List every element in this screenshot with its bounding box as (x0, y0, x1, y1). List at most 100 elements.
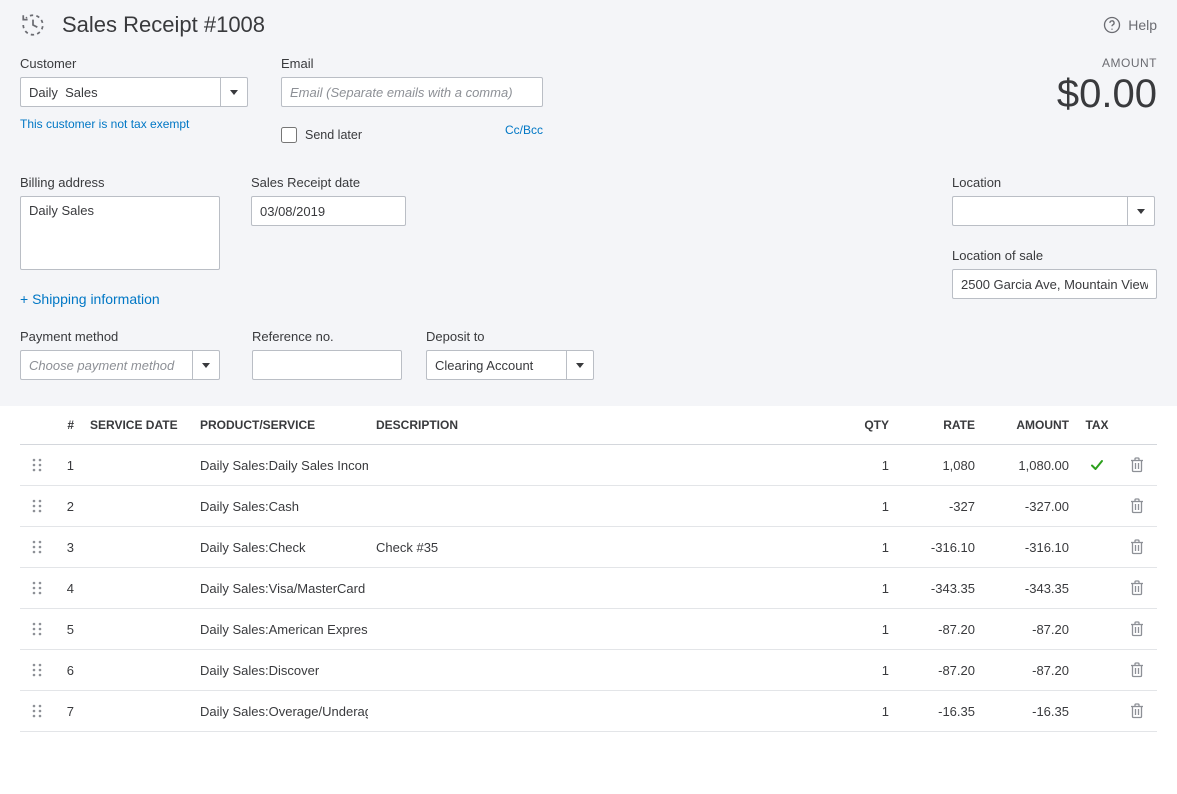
qty-cell[interactable]: 1 (827, 609, 897, 650)
deposit-to-select[interactable] (426, 350, 566, 380)
rate-cell[interactable]: -343.35 (897, 568, 983, 609)
row-number: 2 (54, 486, 82, 527)
shipping-info-link[interactable]: + Shipping information (20, 291, 160, 307)
table-row[interactable]: 3Daily Sales:CheckCheck #351-316.10-316.… (20, 527, 1157, 568)
deposit-to-caret[interactable] (566, 350, 594, 380)
description-cell[interactable]: Check #35 (368, 527, 827, 568)
product-cell[interactable]: Daily Sales:Visa/MasterCard (192, 568, 368, 609)
tax-cell[interactable] (1077, 691, 1117, 732)
qty-cell[interactable]: 1 (827, 650, 897, 691)
email-input[interactable] (281, 77, 543, 107)
amount-cell[interactable]: -87.20 (983, 609, 1077, 650)
description-cell[interactable] (368, 691, 827, 732)
delete-row-button[interactable] (1125, 621, 1149, 637)
drag-handle-icon[interactable] (28, 704, 46, 718)
send-later-checkbox[interactable] (281, 127, 297, 143)
receipt-date-input[interactable] (251, 196, 406, 226)
amount-label: AMOUNT (543, 56, 1157, 70)
service-date-cell[interactable] (82, 609, 192, 650)
row-number: 1 (54, 445, 82, 486)
table-row[interactable]: 4Daily Sales:Visa/MasterCard1-343.35-343… (20, 568, 1157, 609)
service-date-cell[interactable] (82, 445, 192, 486)
product-cell[interactable]: Daily Sales:Discover (192, 650, 368, 691)
delete-row-button[interactable] (1125, 457, 1149, 473)
description-cell[interactable] (368, 486, 827, 527)
service-date-cell[interactable] (82, 650, 192, 691)
chevron-down-icon (576, 363, 584, 368)
amount-cell[interactable]: -316.10 (983, 527, 1077, 568)
location-select[interactable] (952, 196, 1127, 226)
drag-handle-icon[interactable] (28, 622, 46, 636)
qty-cell[interactable]: 1 (827, 527, 897, 568)
rate-cell[interactable]: 1,080 (897, 445, 983, 486)
payment-method-select[interactable] (20, 350, 192, 380)
rate-cell[interactable]: -87.20 (897, 650, 983, 691)
amount-cell[interactable]: -343.35 (983, 568, 1077, 609)
delete-row-button[interactable] (1125, 703, 1149, 719)
row-number: 7 (54, 691, 82, 732)
chevron-down-icon (1137, 209, 1145, 214)
service-date-cell[interactable] (82, 691, 192, 732)
product-cell[interactable]: Daily Sales:Check (192, 527, 368, 568)
description-cell[interactable] (368, 568, 827, 609)
table-row[interactable]: 5Daily Sales:American Express1-87.20-87.… (20, 609, 1157, 650)
reference-no-input[interactable] (252, 350, 402, 380)
table-row[interactable]: 6Daily Sales:Discover1-87.20-87.20 (20, 650, 1157, 691)
amount-cell[interactable]: -87.20 (983, 650, 1077, 691)
delete-row-button[interactable] (1125, 498, 1149, 514)
table-row[interactable]: 1Daily Sales:Daily Sales Income11,0801,0… (20, 445, 1157, 486)
tax-cell[interactable] (1077, 445, 1117, 486)
tax-cell[interactable] (1077, 486, 1117, 527)
service-date-cell[interactable] (82, 527, 192, 568)
history-clock-icon[interactable] (20, 12, 46, 38)
ccbcc-link[interactable]: Cc/Bcc (505, 123, 543, 137)
qty-cell[interactable]: 1 (827, 445, 897, 486)
drag-handle-icon[interactable] (28, 581, 46, 595)
help-button[interactable]: Help (1102, 15, 1157, 35)
payment-method-caret[interactable] (192, 350, 220, 380)
customer-select-caret[interactable] (220, 77, 248, 107)
amount-cell[interactable]: -16.35 (983, 691, 1077, 732)
table-row[interactable]: 2 Daily Sales:Cash 1-327-327.00 (20, 486, 1157, 527)
table-row[interactable]: 7Daily Sales:Overage/Underage1-16.35-16.… (20, 691, 1157, 732)
delete-row-button[interactable] (1125, 539, 1149, 555)
tax-cell[interactable] (1077, 650, 1117, 691)
product-cell[interactable]: Daily Sales:American Express (192, 609, 368, 650)
rate-cell[interactable]: -16.35 (897, 691, 983, 732)
description-cell[interactable] (368, 650, 827, 691)
product-cell[interactable]: Daily Sales:Cash (192, 486, 368, 527)
check-icon (1085, 458, 1109, 472)
drag-handle-icon[interactable] (28, 540, 46, 554)
rate-cell[interactable]: -327 (897, 486, 983, 527)
service-date-cell[interactable] (82, 568, 192, 609)
location-of-sale-input[interactable] (952, 269, 1157, 299)
qty-cell[interactable]: 1 (827, 486, 897, 527)
qty-cell[interactable]: 1 (827, 568, 897, 609)
tax-cell[interactable] (1077, 568, 1117, 609)
service-date-cell[interactable] (82, 486, 192, 527)
drag-handle-icon[interactable] (28, 458, 46, 472)
tax-cell[interactable] (1077, 609, 1117, 650)
rate-cell[interactable]: -316.10 (897, 527, 983, 568)
product-cell[interactable]: Daily Sales:Overage/Underage (192, 691, 368, 732)
amount-cell[interactable]: -327.00 (983, 486, 1077, 527)
amount-value: $0.00 (543, 74, 1157, 114)
row-number: 5 (54, 609, 82, 650)
drag-handle-icon[interactable] (28, 499, 46, 513)
tax-cell[interactable] (1077, 527, 1117, 568)
qty-cell[interactable]: 1 (827, 691, 897, 732)
product-cell[interactable]: Daily Sales:Daily Sales Income (192, 445, 368, 486)
rate-cell[interactable]: -87.20 (897, 609, 983, 650)
location-select-caret[interactable] (1127, 196, 1155, 226)
delete-row-button[interactable] (1125, 580, 1149, 596)
delete-row-button[interactable] (1125, 662, 1149, 678)
email-label: Email (281, 56, 543, 71)
drag-handle-icon[interactable] (28, 663, 46, 677)
description-cell[interactable] (368, 445, 827, 486)
description-cell[interactable] (368, 609, 827, 650)
location-of-sale-label: Location of sale (952, 248, 1157, 263)
amount-cell[interactable]: 1,080.00 (983, 445, 1077, 486)
tax-exempt-link[interactable]: This customer is not tax exempt (20, 117, 189, 131)
customer-select[interactable] (20, 77, 220, 107)
billing-address-input[interactable] (20, 196, 220, 270)
